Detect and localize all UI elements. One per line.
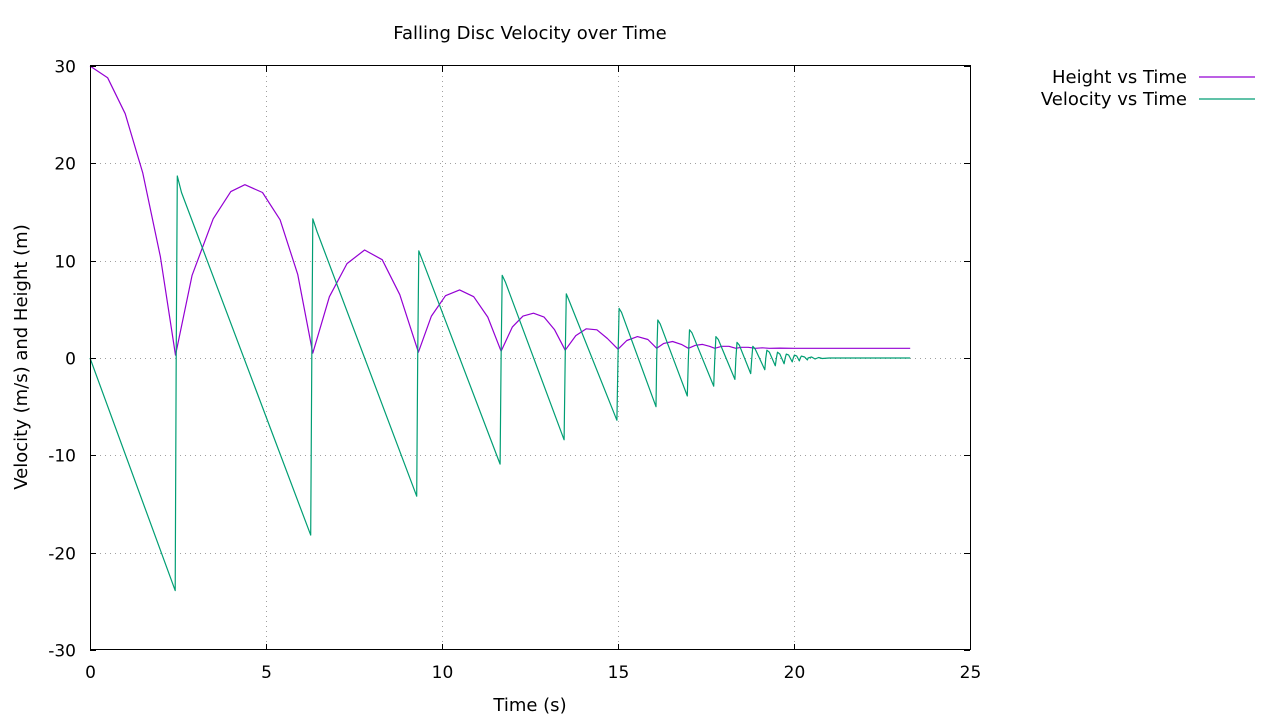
x-tick-label: 15	[608, 663, 630, 683]
series-line-velocity-vs-time	[89, 175, 911, 592]
series-layer	[89, 65, 911, 592]
grid	[90, 66, 970, 650]
y-tick-label: -30	[48, 642, 76, 662]
axis-ticks: 0 5 10 15 20 25 -30 -20 -10 0 10 20 30	[48, 58, 981, 684]
legend-label: Height vs Time	[1052, 67, 1187, 88]
x-axis-title: Time (s)	[492, 695, 566, 716]
y-tick-label: -20	[48, 545, 76, 565]
chart-title: Falling Disc Velocity over Time	[393, 23, 666, 44]
y-tick-label: 10	[54, 253, 76, 273]
x-tick-label: 25	[960, 663, 982, 683]
y-tick-label: 20	[54, 155, 76, 175]
y-tick-label: 30	[54, 58, 76, 78]
series-line-height-vs-time	[89, 65, 911, 356]
legend-label: Velocity vs Time	[1041, 89, 1187, 110]
y-axis-title: Velocity (m/s) and Height (m)	[11, 224, 32, 489]
plot-frame	[90, 65, 971, 650]
x-tick-label: 5	[261, 663, 272, 683]
x-tick-label: 10	[432, 663, 454, 683]
y-tick-label: 0	[65, 350, 76, 370]
x-tick-label: 0	[85, 663, 96, 683]
x-tick-label: 20	[784, 663, 806, 683]
y-tick-label: -10	[48, 447, 76, 467]
